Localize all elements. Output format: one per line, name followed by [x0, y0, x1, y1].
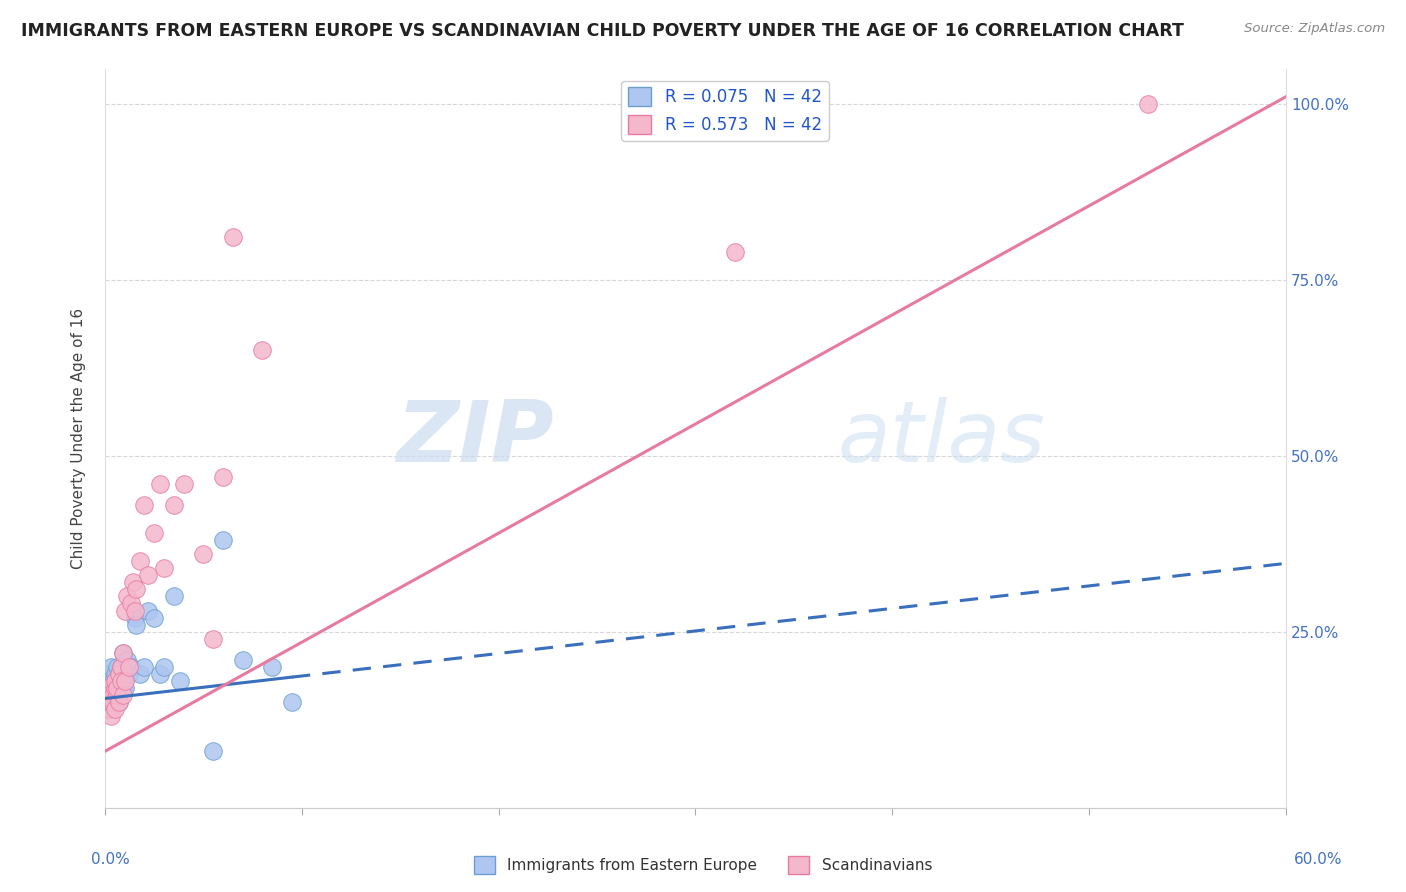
Point: [101, 695, 124, 709]
Point: [104, 702, 127, 716]
Point: [105, 673, 128, 688]
Point: [100, 660, 122, 674]
Point: [104, 666, 127, 681]
Point: [110, 673, 132, 688]
Point: [173, 476, 195, 491]
Point: [111, 681, 134, 695]
Point: [120, 597, 142, 611]
Text: IMMIGRANTS FROM EASTERN EUROPE VS SCANDINAVIAN CHILD POVERTY UNDER THE AGE OF 16: IMMIGRANTS FROM EASTERN EUROPE VS SCANDI…: [21, 22, 1184, 40]
Point: [114, 681, 136, 695]
Point: [1137, 96, 1160, 111]
Text: Source: ZipAtlas.com: Source: ZipAtlas.com: [1244, 22, 1385, 36]
Point: [136, 603, 159, 617]
Point: [202, 632, 225, 646]
Point: [125, 582, 148, 597]
Point: [124, 603, 146, 617]
Point: [105, 688, 128, 702]
Point: [107, 695, 129, 709]
Point: [104, 695, 127, 709]
Point: [96, 681, 118, 695]
Point: [212, 470, 235, 484]
Text: 0.0%: 0.0%: [91, 852, 131, 867]
Point: [105, 681, 128, 695]
Point: [163, 498, 186, 512]
Point: [143, 526, 166, 541]
Y-axis label: Child Poverty Under the Age of 16: Child Poverty Under the Age of 16: [72, 308, 86, 568]
Point: [100, 695, 122, 709]
Point: [101, 688, 124, 702]
Point: [262, 660, 284, 674]
Point: [110, 660, 132, 674]
Point: [125, 617, 148, 632]
Point: [105, 660, 128, 674]
Point: [97, 702, 120, 716]
Legend: R = 0.075   N = 42, R = 0.573   N = 42: R = 0.075 N = 42, R = 0.573 N = 42: [621, 80, 828, 141]
Point: [117, 666, 139, 681]
Point: [120, 660, 142, 674]
Point: [100, 695, 122, 709]
Point: [96, 666, 118, 681]
Point: [252, 343, 274, 357]
Point: [111, 646, 134, 660]
Point: [107, 666, 129, 681]
Point: [96, 702, 118, 716]
Point: [111, 646, 134, 660]
Point: [110, 660, 132, 674]
Point: [134, 660, 156, 674]
Point: [169, 673, 191, 688]
Point: [193, 547, 215, 561]
Point: [97, 702, 120, 716]
Point: [149, 666, 172, 681]
Point: [107, 666, 129, 681]
Point: [104, 681, 127, 695]
Legend: Immigrants from Eastern Europe, Scandinavians: Immigrants from Eastern Europe, Scandina…: [468, 850, 938, 880]
Point: [97, 688, 120, 702]
Point: [100, 681, 122, 695]
Point: [134, 498, 156, 512]
Point: [96, 688, 118, 702]
Point: [121, 575, 143, 590]
Point: [111, 688, 134, 702]
Text: 60.0%: 60.0%: [1295, 852, 1343, 867]
Point: [136, 568, 159, 582]
Point: [129, 666, 152, 681]
Point: [110, 673, 132, 688]
Point: [114, 666, 136, 681]
Point: [114, 673, 136, 688]
Point: [163, 590, 186, 604]
Point: [124, 610, 146, 624]
Point: [100, 709, 122, 723]
Point: [115, 590, 138, 604]
Point: [143, 610, 166, 624]
Point: [107, 695, 129, 709]
Point: [281, 695, 304, 709]
Point: [97, 673, 120, 688]
Point: [114, 603, 136, 617]
Text: ZIP: ZIP: [396, 397, 554, 480]
Point: [101, 681, 124, 695]
Point: [101, 688, 124, 702]
Point: [104, 673, 127, 688]
Point: [222, 230, 245, 244]
Point: [212, 533, 235, 548]
Point: [202, 744, 225, 758]
Point: [724, 244, 747, 259]
Point: [232, 653, 254, 667]
Point: [104, 681, 127, 695]
Point: [153, 660, 176, 674]
Point: [96, 677, 118, 691]
Point: [101, 673, 124, 688]
Point: [117, 660, 139, 674]
Text: atlas: atlas: [837, 397, 1045, 480]
Point: [149, 476, 172, 491]
Point: [129, 554, 152, 568]
Point: [105, 681, 128, 695]
Point: [153, 561, 176, 575]
Point: [115, 653, 138, 667]
